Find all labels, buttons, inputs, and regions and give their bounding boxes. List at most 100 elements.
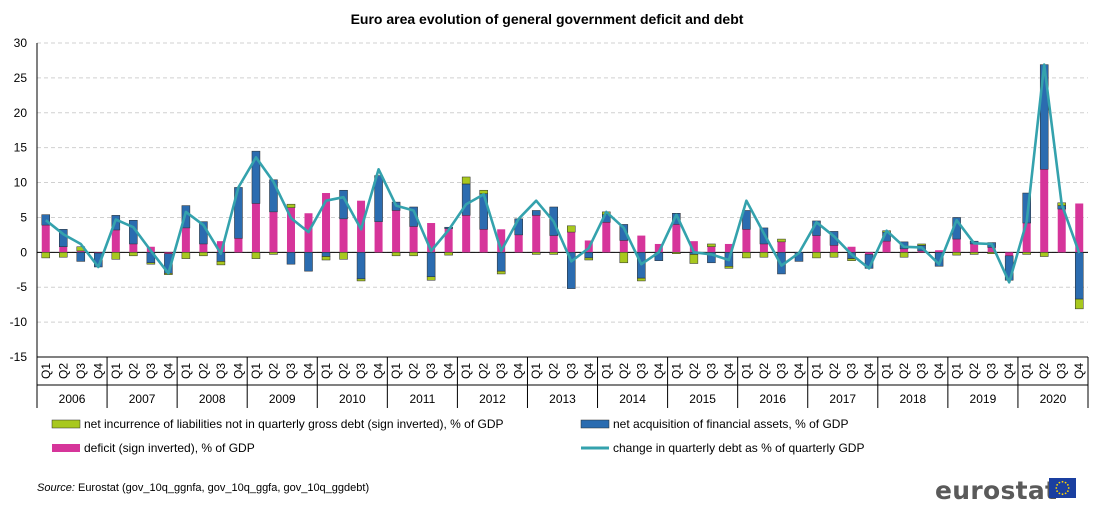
bar-segment [759,243,768,253]
bar-segment [41,214,51,226]
x-tick-label: Q2 [126,363,140,379]
x-tick-label: Q4 [792,363,806,379]
bar-segment [461,176,471,185]
bar-segment [689,241,698,253]
year-label: 2014 [619,392,646,406]
x-tick-label: Q1 [109,363,123,379]
year-label: 2016 [759,392,786,406]
bar-segment [391,252,401,257]
bar-segment [584,257,594,261]
eu-star-icon [1064,481,1067,484]
bar-segment [427,223,436,253]
bar-segment [199,243,208,253]
y-tick-label: 5 [20,210,27,224]
year-label: 2011 [409,392,435,406]
x-tick-label: Q1 [669,363,683,379]
x-tick-label: Q3 [284,363,298,379]
y-tick-label: -5 [16,280,27,294]
bar-segment [426,252,436,278]
x-tick-label: Q1 [389,363,403,379]
bar-segment [1039,252,1049,257]
x-tick-label: Q1 [249,363,263,379]
x-tick-label: Q2 [547,363,561,379]
x-tick-label: Q2 [407,363,421,379]
bar-segment [59,229,68,248]
eu-star-icon [1066,484,1069,486]
bar-segment [322,193,331,253]
bar-segment [426,276,436,281]
bar-segment [234,238,243,253]
legend-label: net incurrence of liabilities not in qua… [84,417,504,431]
bar-segment [672,224,681,253]
x-tick-label: Q2 [687,363,701,379]
year-label: 2019 [970,392,997,406]
bar-segment [216,261,226,266]
eu-star-icon [1056,484,1059,486]
x-tick-label: Q3 [74,363,88,379]
y-tick-label: -15 [10,350,28,364]
x-tick-label: Q2 [617,363,631,379]
bar-segment [251,252,261,259]
year-label: 2010 [339,392,366,406]
x-tick-label: Q2 [337,363,351,379]
bar-segment [952,239,961,253]
bar-segment [829,231,839,246]
x-tick-label: Q3 [845,363,859,379]
eu-flag-icon [1049,478,1076,498]
bar-segment [94,252,103,254]
y-tick-label: 15 [14,141,28,155]
bar-segment [444,228,453,253]
bars [41,64,1084,310]
bar-segment [1022,223,1031,253]
bar-segment [952,252,961,256]
source-text: Eurostat (gov_10q_ggnfa, gov_10q_ggfa, g… [75,482,369,494]
year-label: 2012 [479,392,506,406]
x-tick-label: Q3 [775,363,789,379]
bar-segment [111,230,120,253]
bar-segment [199,252,208,257]
y-tick-label: 30 [14,36,28,50]
x-tick-label: Q4 [231,363,245,379]
bar-segment [129,252,138,257]
legend-item: change in quarterly debt as % of quarter… [581,441,864,455]
chart-title: Euro area evolution of general governmen… [351,11,744,27]
bar-segment [339,218,348,253]
bar-segment [549,235,558,253]
bar-segment [672,213,681,225]
source-prefix: Source: [37,482,75,494]
eu-star-icon [1058,492,1061,495]
bar-segment [374,175,383,222]
eu-star-icon [1055,487,1058,489]
bar-segment [707,243,716,248]
x-tick-label: Q4 [582,363,596,379]
debt-change-series-line [44,63,1081,284]
x-tick-label: Q4 [512,363,526,379]
bar-segment [654,243,663,253]
bar-segment [111,252,121,260]
bar-segment [1074,252,1084,300]
eu-star-icon [1067,487,1070,489]
eu-star-icon [1064,492,1067,495]
bar-segment [76,250,85,253]
bar-segment [286,252,296,265]
source-note: Source: Eurostat (gov_10q_ggnfa, gov_10q… [37,482,369,494]
x-tick-label: Q4 [442,363,456,379]
bar-segment [181,205,191,229]
bar-segment [777,241,786,253]
legend-swatch [51,419,81,429]
bar-segment [549,252,558,255]
bar-segment [1040,169,1049,253]
bar-segment [917,243,926,246]
bar-segment [532,215,541,253]
bar-segment [1075,203,1084,253]
bar-segment [531,210,541,216]
x-tick-label: Q4 [722,363,736,379]
bar-segment [882,241,891,253]
bar-segment [742,210,751,230]
bar-segment [724,243,733,253]
gridlines [37,42,1088,358]
bar-segment [76,252,86,262]
bar-segment [514,234,523,253]
bar-segment [567,252,576,289]
